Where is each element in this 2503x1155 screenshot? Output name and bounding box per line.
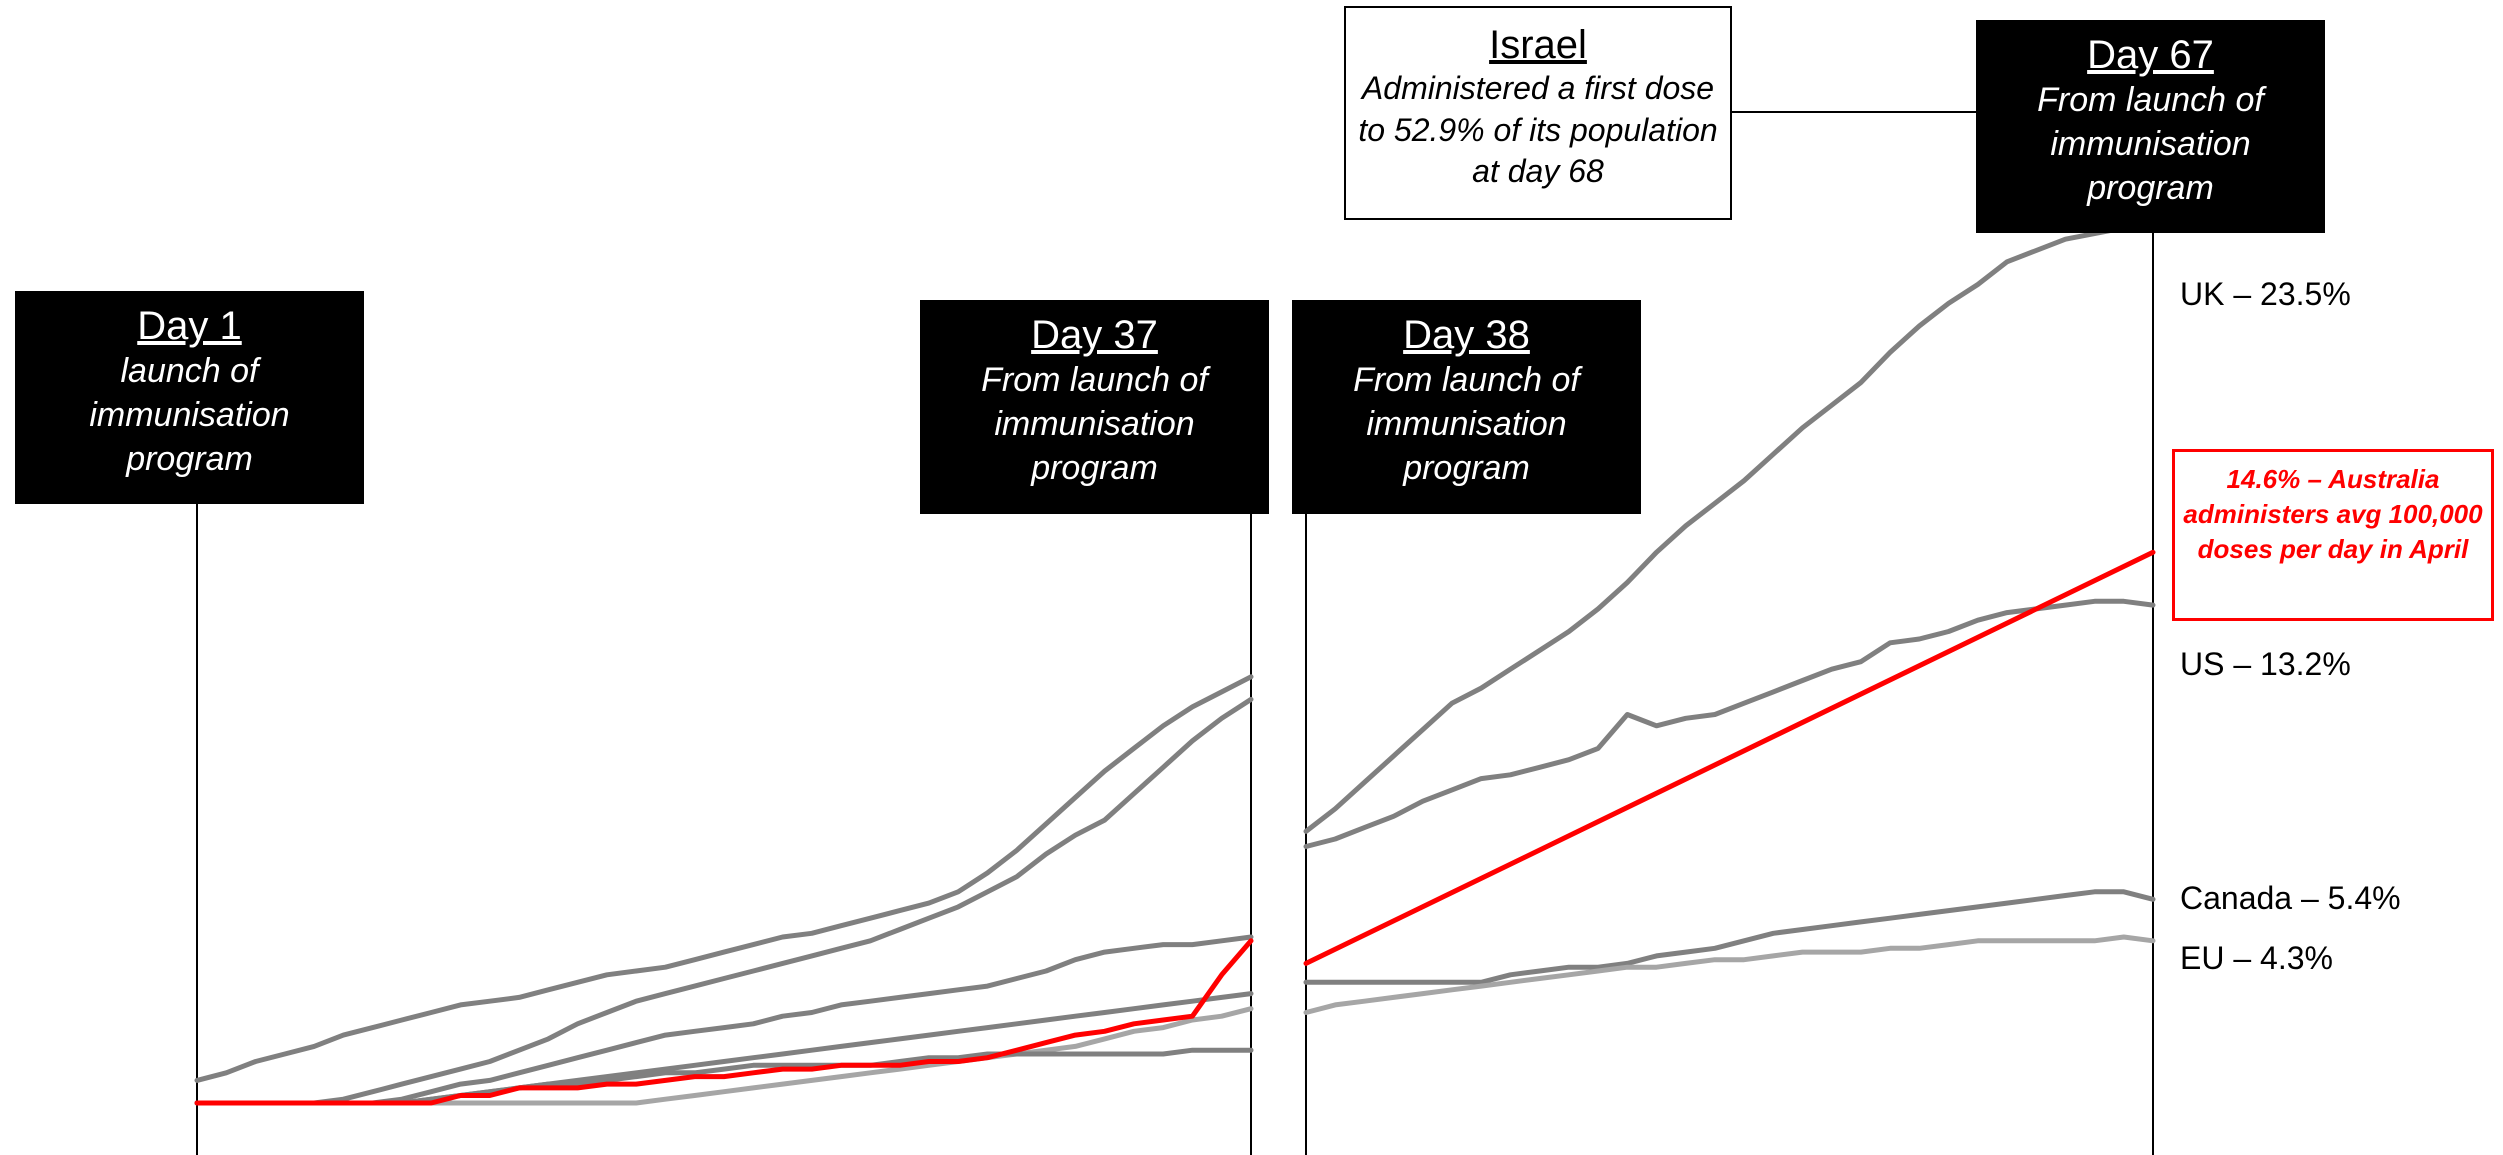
- callout-day37-title: Day 37: [1031, 313, 1158, 357]
- series-line-1-2: [1303, 549, 2156, 966]
- callout-day38-sub: From launch of immunisation program: [1353, 361, 1580, 488]
- series-line-0-1: [194, 696, 1254, 1106]
- callout-israel-title: Israel: [1489, 23, 1587, 67]
- series-line-0-6: [194, 938, 1254, 1106]
- callout-day1: Day 1 launch of immunisation program: [15, 291, 364, 504]
- label-uk: UK – 23.5%: [2180, 276, 2351, 312]
- label-eu: EU – 4.3%: [2180, 940, 2333, 976]
- series-line-0-0: [194, 674, 1254, 1083]
- callout-israel: Israel Administered a first dose to 52.9…: [1344, 6, 1732, 220]
- series-line-1-1: [1303, 598, 2156, 849]
- callout-day37: Day 37 From launch of immunisation progr…: [920, 300, 1269, 514]
- australia-annotation: 14.6% – Australia administers avg 100,00…: [2172, 449, 2494, 621]
- label-canada: Canada – 5.4%: [2180, 880, 2401, 916]
- callout-day67-title: Day 67: [2087, 33, 2214, 77]
- series-line-1-4: [1303, 934, 2156, 1015]
- series-line-1-3: [1303, 889, 2156, 985]
- callout-israel-sub: Administered a first dose to 52.9% of it…: [1358, 70, 1718, 190]
- chart-panel-day1-37: [194, 504, 1254, 1155]
- callout-day67-sub: From launch of immunisation program: [2037, 81, 2264, 208]
- callout-day38: Day 38 From launch of immunisation progr…: [1292, 300, 1641, 514]
- series-line-1-0: [1303, 214, 2156, 834]
- chart-panel-day38-67: [1303, 214, 2156, 1155]
- series-line-0-3: [194, 991, 1254, 1106]
- callout-day38-title: Day 38: [1403, 313, 1530, 357]
- callout-day67: Day 67 From launch of immunisation progr…: [1976, 20, 2325, 233]
- callout-day1-sub: launch of immunisation program: [89, 352, 290, 479]
- callout-day37-sub: From launch of immunisation program: [981, 361, 1208, 488]
- label-us: US – 13.2%: [2180, 646, 2351, 682]
- callout-day1-title: Day 1: [137, 304, 242, 348]
